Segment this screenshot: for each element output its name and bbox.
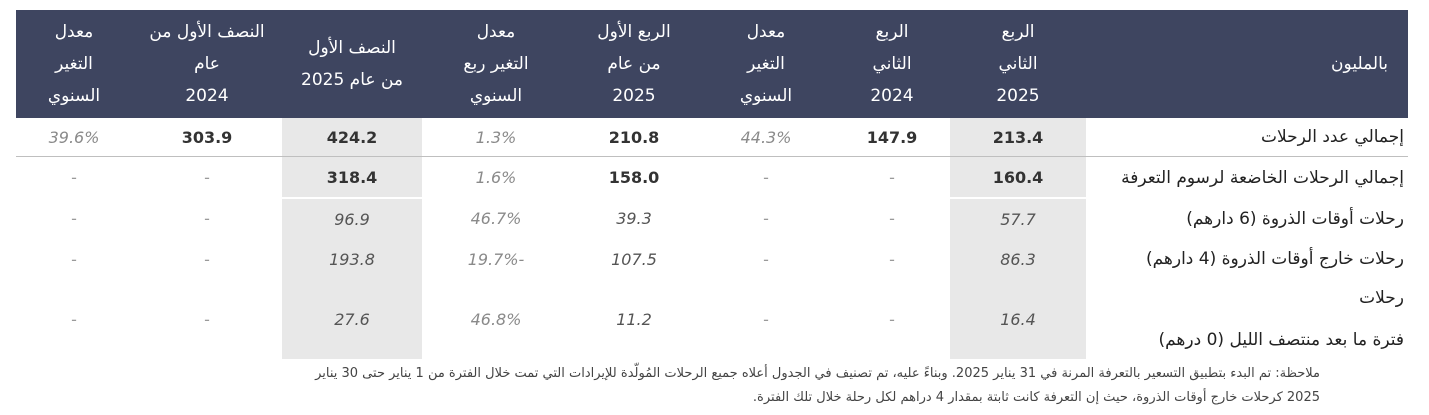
row-label-line: فترة ما بعد منتصف الليل (0 درهم) [1158,330,1404,350]
header-qoq-change: معدل التغير ربع السنوي [422,10,570,118]
table-cell: - [763,249,769,269]
table-cell: 424.2 [282,118,422,157]
footnote-line: ملاحظة: تم البدء بتطبيق التسعير بالتعرفة… [315,366,1320,381]
header-yoy-change: معدل التغير السنوي [698,10,834,118]
table-cell: 39.3 [616,209,652,228]
table-cell: 11.2 [616,309,652,329]
table-cell: 57.7 [950,198,1086,239]
table-cell: 193.8 [282,239,422,279]
table-cell: - [763,309,769,329]
row-label: رحلات خارج أوقات الذروة (4 دارهم) [1145,249,1404,269]
row-label: رحلات فترة ما بعد منتصف الليل (0 درهم) [1086,279,1408,359]
table-cell: 46.8% [470,309,522,329]
row-label: رحلات أوقات الذروة (6 دارهم) [1186,208,1404,229]
header-q2-2024: الربع الثاني 2024 [834,10,950,118]
table-cell: - [889,309,895,329]
table-cell: - [71,168,77,187]
header-h1-2024: النصف الأول من عام 2024 [132,10,282,118]
header-q1-2025: الربع الأول من عام 2025 [570,10,698,118]
table-cell: 39.6% [16,118,132,157]
header-h1-2025: النصف الأول من عام 2025 [282,10,422,118]
table-cell: - [204,309,210,329]
table-cell: 158.0 [608,168,660,187]
header-q2-2025: الربع الثاني 2025 [950,10,1086,118]
table-cell: - [889,249,895,269]
table-cell: 46.7% [470,209,522,228]
table-cell: 318.4 [282,156,422,199]
table-cell: - [763,209,769,228]
table-row: إجمالي الرحلات الخاضعة لرسوم التعرفة 160… [16,156,1408,199]
table-cell: - [204,209,210,228]
table-cell: 303.9 [132,118,282,157]
trips-table-container: بالمليون الربع الثاني 2025 الربع الثاني … [16,10,1408,359]
table-cell: 213.4 [950,118,1086,157]
trips-table: بالمليون الربع الثاني 2025 الربع الثاني … [16,10,1408,359]
table-cell: - [204,168,210,187]
table-row: رحلات أوقات الذروة (6 دارهم) 57.7 - - 39… [16,198,1408,239]
table-cell: - [71,209,77,228]
table-cell: 96.9 [282,198,422,239]
table-cell: -19.7% [467,249,525,269]
table-cell: 210.8 [570,118,698,157]
table-cell: - [71,249,77,269]
row-label: إجمالي الرحلات الخاضعة لرسوم التعرفة [1121,167,1404,188]
table-cell: - [763,168,769,187]
table-cell: 107.5 [611,249,657,269]
table-cell: - [889,168,895,187]
table-cell: - [71,309,77,329]
table-cell: 147.9 [834,118,950,157]
table-row: إجمالي عدد الرحلات 213.4 147.9 44.3% 210… [16,118,1408,157]
table-row: رحلات خارج أوقات الذروة (4 دارهم) 86.3 -… [16,239,1408,279]
table-cell: 27.6 [282,279,422,359]
table-cell: 1.3% [422,118,570,157]
header-h1-yoy-change: معدل التغير السنوي [16,10,132,118]
row-label-line: رحلات [1359,288,1404,308]
footnote: ملاحظة: تم البدء بتطبيق التسعير بالتعرفة… [40,362,1320,410]
table-cell: - [204,249,210,269]
header-unit: بالمليون [1086,10,1408,118]
table-cell: 86.3 [950,239,1086,279]
table-cell: 1.6% [475,168,517,187]
table-cell: - [889,209,895,228]
table-row: رحلات فترة ما بعد منتصف الليل (0 درهم) 1… [16,279,1408,359]
table-cell: 16.4 [950,279,1086,359]
table-cell: 44.3% [698,118,834,157]
table-header-row: بالمليون الربع الثاني 2025 الربع الثاني … [16,10,1408,118]
row-label: إجمالي عدد الرحلات [1086,118,1408,157]
footnote-line: 2025 كرحلات خارج أوقات الذروة، حيث إن ال… [752,390,1320,405]
table-cell: 160.4 [950,156,1086,199]
